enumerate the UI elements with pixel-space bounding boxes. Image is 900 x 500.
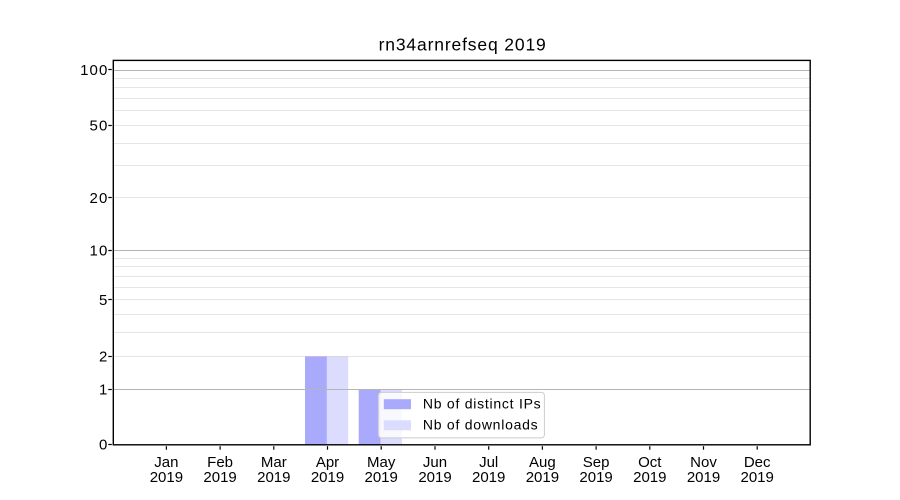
svg-text:2019: 2019 bbox=[687, 469, 720, 486]
svg-text:Aug: Aug bbox=[529, 454, 556, 471]
svg-text:5: 5 bbox=[99, 292, 108, 309]
svg-text:2019: 2019 bbox=[311, 469, 344, 486]
svg-text:May: May bbox=[367, 454, 396, 471]
svg-text:100: 100 bbox=[80, 62, 108, 79]
svg-text:50: 50 bbox=[90, 118, 109, 135]
svg-text:2019: 2019 bbox=[365, 469, 398, 486]
svg-text:2: 2 bbox=[99, 349, 108, 366]
svg-text:20: 20 bbox=[90, 190, 109, 207]
svg-text:2019: 2019 bbox=[472, 469, 505, 486]
svg-text:Jan: Jan bbox=[154, 454, 178, 471]
svg-text:Jun: Jun bbox=[423, 454, 447, 471]
svg-text:10: 10 bbox=[90, 243, 109, 260]
svg-text:Feb: Feb bbox=[207, 454, 233, 471]
svg-text:Mar: Mar bbox=[261, 454, 287, 471]
svg-text:2019: 2019 bbox=[418, 469, 451, 486]
svg-text:Nb of distinct IPs: Nb of distinct IPs bbox=[423, 395, 542, 411]
svg-text:2019: 2019 bbox=[633, 469, 666, 486]
svg-text:2019: 2019 bbox=[150, 469, 183, 486]
svg-text:Dec: Dec bbox=[744, 454, 771, 471]
svg-text:Sep: Sep bbox=[583, 454, 610, 471]
svg-text:rn34arnrefseq 2019: rn34arnrefseq 2019 bbox=[379, 35, 547, 55]
svg-text:1: 1 bbox=[99, 382, 108, 399]
svg-text:2019: 2019 bbox=[203, 469, 236, 486]
svg-text:2019: 2019 bbox=[579, 469, 612, 486]
svg-text:Nb of downloads: Nb of downloads bbox=[423, 417, 539, 433]
svg-text:0: 0 bbox=[99, 437, 108, 454]
svg-text:2019: 2019 bbox=[741, 469, 774, 486]
svg-text:Oct: Oct bbox=[638, 454, 662, 471]
svg-text:2019: 2019 bbox=[257, 469, 290, 486]
svg-text:2019: 2019 bbox=[526, 469, 559, 486]
svg-text:Apr: Apr bbox=[316, 454, 339, 471]
svg-text:Jul: Jul bbox=[479, 454, 498, 471]
svg-text:Nov: Nov bbox=[690, 454, 717, 471]
